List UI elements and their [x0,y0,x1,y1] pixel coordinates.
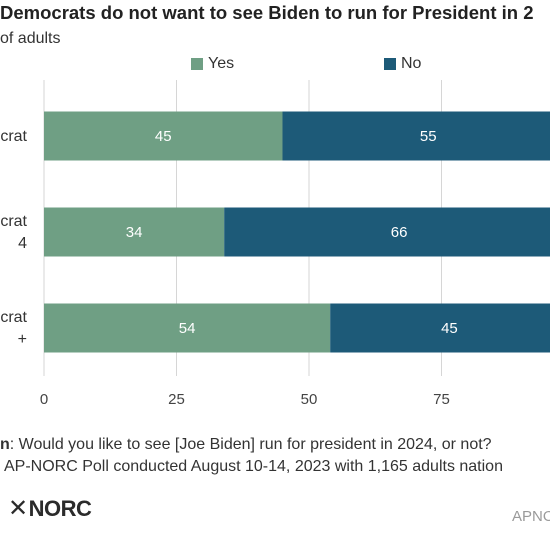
legend-label-yes: Yes [208,55,235,72]
question-label: n [0,436,10,453]
norc-logo: ✕ NORC [8,494,92,523]
bar-yes [44,111,283,161]
bar-chart: 0 25 50 75 45 55 crat 34 66 crat 4 54 45 crat + [0,80,550,408]
data-label: 54 [179,320,196,337]
legend-item-no: No [384,54,421,74]
category-label: crat [0,213,27,230]
question-note: n: Would you like to see [Joe Biden] run… [0,436,492,454]
legend-swatch-no [384,58,396,70]
question-text: : Would you like to see [Joe Biden] run … [9,436,492,453]
x-tick-label: 75 [433,391,450,408]
chart-subtitle: of adults [0,30,61,47]
chart-title: Democrats do not want to see Biden to ru… [0,2,534,23]
category-label: crat [0,309,27,326]
bar-no [330,303,550,353]
x-tick-label: 0 [40,391,48,408]
bar-yes [44,207,225,257]
bar-no [224,207,550,257]
x-tick-label: 25 [168,391,185,408]
data-label: 45 [155,128,172,145]
category-label: + [18,331,27,348]
bar-no [282,111,550,161]
norc-logo-text: NORC [28,495,92,521]
x-tick-label: 50 [301,391,318,408]
legend-item-yes: Yes [191,54,234,74]
norc-logo-mark-icon: ✕ [8,495,28,522]
data-label: 45 [441,320,458,337]
category-label: crat [0,128,27,145]
data-label: 34 [126,224,143,241]
apnorc-watermark: APNO [512,508,550,525]
source-note: AP-NORC Poll conducted August 10-14, 202… [4,458,503,475]
legend-swatch-yes [191,58,203,70]
data-label: 55 [420,128,437,145]
legend-label-no: No [401,55,422,72]
data-label: 66 [391,224,408,241]
bar-yes [44,303,331,353]
category-label: 4 [18,235,27,252]
